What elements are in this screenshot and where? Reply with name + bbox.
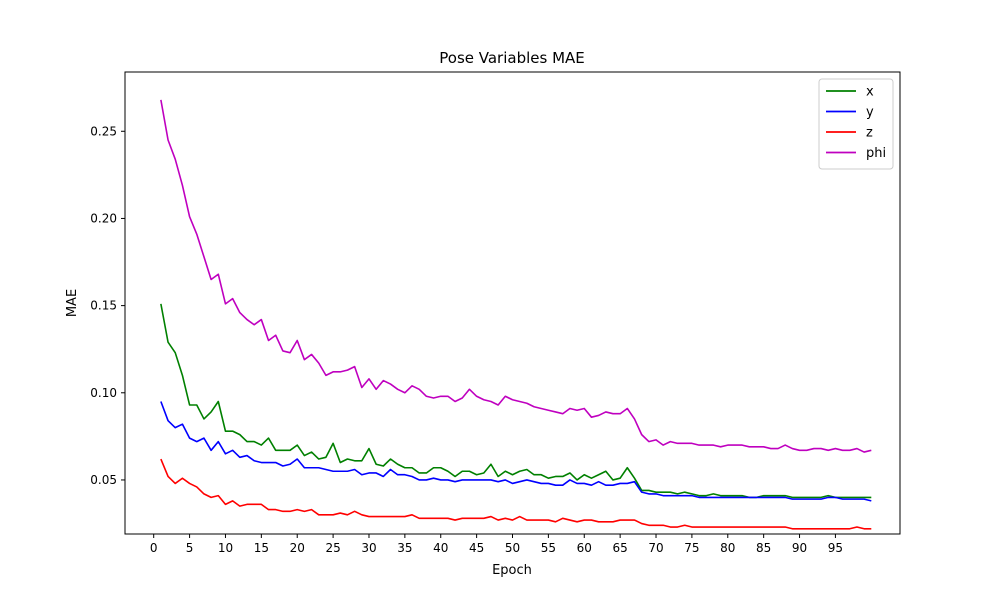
x-tick-label: 25 bbox=[325, 541, 340, 555]
series-line-y bbox=[160, 401, 872, 502]
x-tick-label: 85 bbox=[756, 541, 771, 555]
y-tick-label: 0.10 bbox=[90, 386, 117, 400]
y-axis-label: MAE bbox=[65, 289, 80, 317]
x-tick-label: 55 bbox=[541, 541, 556, 555]
x-tick-label: 60 bbox=[577, 541, 592, 555]
series-line-z bbox=[160, 458, 872, 530]
plot-area bbox=[124, 71, 901, 535]
chart-title: Pose Variables MAE bbox=[439, 49, 585, 67]
series-line-phi bbox=[160, 99, 872, 453]
series-layer bbox=[160, 99, 872, 530]
x-axis-label: Epoch bbox=[492, 563, 532, 578]
x-tick-label: 5 bbox=[186, 541, 194, 555]
x-tick-label: 50 bbox=[505, 541, 520, 555]
x-tick-label: 70 bbox=[648, 541, 663, 555]
x-tick-label: 0 bbox=[150, 541, 158, 555]
x-tick-label: 80 bbox=[720, 541, 735, 555]
x-tick-label: 95 bbox=[828, 541, 843, 555]
legend-label-phi: phi bbox=[866, 146, 886, 161]
x-axis: 0 5 10 15 20 25 30 35 40 45 50 55 60 65 70 75 80 85 90 95 bbox=[150, 534, 843, 555]
legend-label-z: z bbox=[866, 126, 873, 141]
y-tick-label: 0.25 bbox=[90, 124, 117, 138]
x-tick-label: 10 bbox=[218, 541, 233, 555]
y-axis: 0.05 0.10 0.15 0.20 0.25 bbox=[90, 124, 125, 487]
x-tick-label: 45 bbox=[469, 541, 484, 555]
x-tick-label: 90 bbox=[792, 541, 807, 555]
legend-box bbox=[818, 78, 894, 170]
y-tick-label: 0.15 bbox=[90, 299, 117, 313]
x-tick-label: 40 bbox=[433, 541, 448, 555]
x-tick-label: 15 bbox=[254, 541, 269, 555]
x-tick-label: 30 bbox=[361, 541, 376, 555]
x-tick-label: 35 bbox=[397, 541, 412, 555]
y-tick-label: 0.20 bbox=[90, 211, 117, 225]
legend: xyz phi bbox=[818, 78, 894, 170]
y-tick-label: 0.05 bbox=[90, 473, 117, 487]
legend-label-x: x bbox=[866, 85, 874, 100]
legend-label-y: y bbox=[866, 105, 874, 120]
x-tick-label: 20 bbox=[290, 541, 305, 555]
x-tick-label: 65 bbox=[612, 541, 627, 555]
x-tick-label: 75 bbox=[684, 541, 699, 555]
